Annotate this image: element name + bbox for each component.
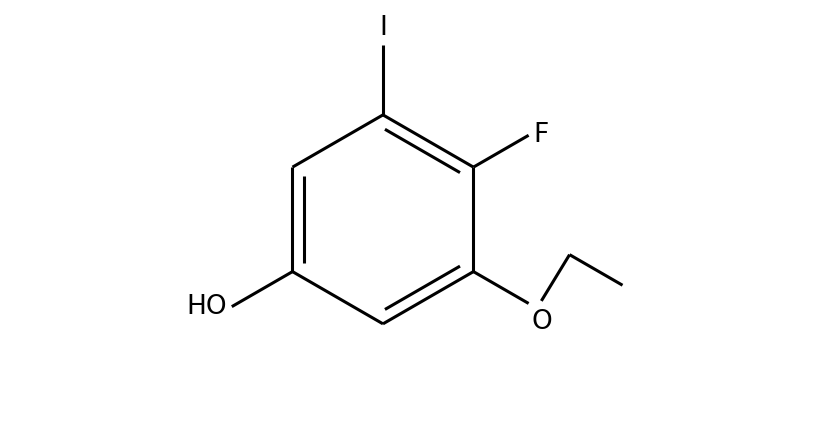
Text: O: O [531,308,552,334]
Text: F: F [533,122,549,148]
Text: HO: HO [186,294,227,320]
Text: I: I [379,15,387,41]
